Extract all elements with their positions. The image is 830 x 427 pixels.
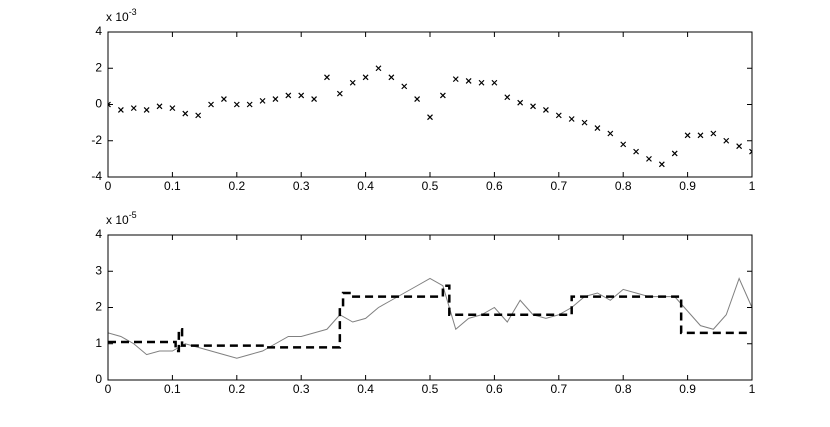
x-tick-label: 0.5 bbox=[422, 179, 439, 193]
x-tick-label: 0.8 bbox=[615, 179, 632, 193]
y-tick-label: 2 bbox=[95, 60, 102, 74]
x-tick-label: 0 bbox=[105, 382, 112, 396]
point bbox=[259, 97, 266, 104]
point bbox=[182, 110, 189, 117]
point bbox=[336, 90, 343, 97]
point bbox=[607, 130, 614, 137]
point bbox=[749, 148, 752, 155]
point bbox=[195, 112, 202, 119]
point bbox=[156, 103, 163, 110]
point bbox=[169, 105, 176, 112]
y-tick-label: -2 bbox=[91, 133, 102, 147]
point bbox=[130, 105, 137, 112]
point bbox=[452, 76, 459, 83]
point bbox=[723, 137, 730, 144]
y-multiplier: x 10-5 bbox=[106, 210, 137, 227]
point bbox=[246, 101, 253, 108]
plot-area bbox=[108, 277, 752, 359]
x-tick-label: 0.7 bbox=[550, 382, 567, 396]
point bbox=[401, 83, 408, 90]
point bbox=[658, 161, 665, 168]
x-tick-label: 1 bbox=[749, 382, 756, 396]
point bbox=[697, 132, 704, 139]
y-tick-label: 4 bbox=[95, 227, 102, 241]
series-line bbox=[108, 277, 752, 359]
x-tick-label: 0.1 bbox=[164, 382, 181, 396]
x-tick-label: 0.3 bbox=[293, 179, 310, 193]
x-tick-label: 0.2 bbox=[228, 179, 245, 193]
x-tick-label: 0.4 bbox=[357, 382, 374, 396]
point bbox=[620, 141, 627, 148]
y-tick-label: 4 bbox=[95, 24, 102, 38]
point bbox=[671, 150, 678, 157]
x-tick-label: 0.9 bbox=[679, 179, 696, 193]
point bbox=[710, 130, 717, 137]
plot-area bbox=[108, 65, 752, 168]
point bbox=[233, 101, 240, 108]
x-tick-label: 0.5 bbox=[422, 382, 439, 396]
point bbox=[646, 155, 652, 162]
point bbox=[349, 79, 356, 86]
point bbox=[581, 119, 588, 126]
point bbox=[272, 96, 279, 102]
point bbox=[478, 79, 485, 86]
point bbox=[375, 65, 382, 72]
series-line bbox=[108, 284, 752, 353]
x-tick-label: 0.2 bbox=[228, 382, 245, 396]
point bbox=[633, 148, 640, 155]
point bbox=[517, 99, 524, 106]
point bbox=[594, 125, 601, 131]
y-tick-label: 2 bbox=[95, 300, 102, 314]
x-tick-label: 0.6 bbox=[486, 179, 503, 193]
point bbox=[311, 96, 318, 102]
y-multiplier-base: x 10 bbox=[106, 213, 129, 227]
y-multiplier-exp: -5 bbox=[129, 210, 137, 220]
y-multiplier-base: x 10 bbox=[106, 10, 129, 24]
axes-box bbox=[107, 234, 753, 381]
y-tick-label: 0 bbox=[95, 372, 102, 386]
point bbox=[208, 101, 214, 108]
point bbox=[504, 94, 511, 101]
point bbox=[362, 74, 369, 81]
y-tick-label: 0 bbox=[95, 97, 102, 111]
x-tick-label: 0.3 bbox=[293, 382, 310, 396]
point bbox=[684, 132, 691, 139]
point bbox=[465, 78, 472, 84]
point bbox=[414, 96, 421, 102]
x-tick-label: 0 bbox=[105, 179, 112, 193]
point bbox=[117, 107, 124, 113]
point bbox=[143, 107, 150, 113]
point bbox=[220, 96, 227, 102]
point bbox=[491, 79, 498, 86]
point bbox=[427, 114, 433, 121]
x-tick-label: 0.8 bbox=[615, 382, 632, 396]
point bbox=[388, 74, 395, 81]
point bbox=[324, 74, 330, 81]
point bbox=[285, 92, 292, 99]
point bbox=[555, 112, 562, 119]
x-tick-label: 0.4 bbox=[357, 179, 374, 193]
point bbox=[530, 103, 536, 110]
y-multiplier: x 10-3 bbox=[106, 7, 137, 24]
x-tick-label: 0.7 bbox=[550, 179, 567, 193]
y-tick-label: 3 bbox=[95, 263, 102, 277]
point bbox=[108, 101, 111, 108]
x-tick-label: 0.6 bbox=[486, 382, 503, 396]
x-tick-label: 0.9 bbox=[679, 382, 696, 396]
point bbox=[542, 107, 549, 113]
y-multiplier-exp: -3 bbox=[129, 7, 137, 17]
axes-box bbox=[107, 31, 753, 178]
y-tick-label: -4 bbox=[91, 169, 102, 183]
x-tick-label: 0.1 bbox=[164, 179, 181, 193]
point bbox=[568, 116, 575, 122]
x-tick-label: 1 bbox=[749, 179, 756, 193]
y-tick-label: 1 bbox=[95, 336, 102, 350]
point bbox=[298, 92, 305, 99]
point bbox=[439, 92, 446, 99]
point bbox=[736, 143, 743, 150]
